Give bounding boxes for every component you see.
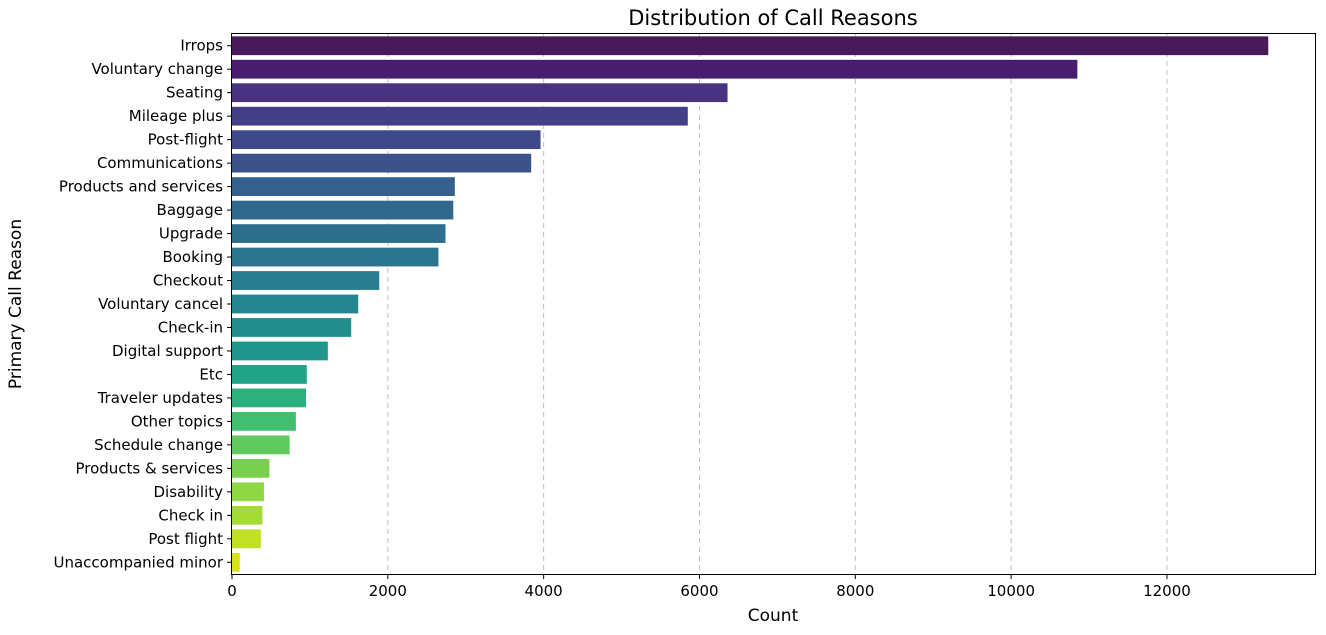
y-tick-label: Voluntary cancel	[98, 295, 223, 313]
y-tick-label: Etc	[199, 365, 223, 383]
bar	[232, 412, 296, 431]
y-tick-label: Digital support	[112, 342, 223, 360]
bar	[232, 83, 728, 103]
bar	[232, 365, 307, 384]
bar	[232, 247, 439, 267]
y-tick-label: Unaccompanied minor	[54, 553, 224, 571]
y-axis-title: Primary Call Reason	[6, 219, 26, 389]
bar	[232, 153, 532, 173]
y-tick-label: Schedule change	[94, 436, 223, 454]
y-axis: Irrops Voluntary change Seating Mileage plu…	[54, 37, 232, 571]
x-axis-title: Count	[748, 606, 799, 626]
x-tick-label: 12000	[1143, 582, 1191, 600]
y-tick-label: Irrops	[180, 37, 223, 55]
bar	[232, 224, 446, 243]
x-tick-label: 6000	[680, 582, 718, 600]
bar	[232, 200, 454, 220]
chart-title: Distribution of Call Reasons	[628, 6, 917, 30]
y-tick-label: Disability	[153, 483, 223, 501]
y-tick-label: Communications	[97, 154, 223, 172]
bar	[232, 130, 541, 150]
x-tick-label: 2000	[369, 582, 407, 600]
bar	[232, 482, 264, 502]
y-tick-label: Baggage	[157, 201, 223, 219]
y-tick-label: Voluntary change	[91, 60, 223, 78]
y-tick-label: Check in	[158, 506, 223, 524]
bar	[232, 177, 455, 196]
y-tick-label: Post flight	[148, 530, 223, 548]
bar-layer	[232, 36, 1269, 572]
y-tick-label: Seating	[166, 84, 223, 102]
bar	[232, 59, 1078, 79]
x-tick-label: 4000	[525, 582, 563, 600]
x-tick-label: 0	[227, 582, 237, 600]
y-tick-label: Check-in	[158, 318, 223, 336]
bar	[232, 435, 290, 455]
bar	[232, 294, 359, 314]
y-tick-label: Booking	[162, 248, 223, 266]
y-tick-label: Traveler updates	[97, 389, 224, 407]
bar	[232, 552, 240, 572]
bar	[232, 388, 307, 408]
x-axis: 0 2000 4000 6000 8000 10000 12000	[227, 574, 1191, 600]
bar	[232, 529, 261, 549]
x-tick-label: 8000	[836, 582, 874, 600]
y-tick-label: Upgrade	[159, 225, 223, 243]
bar	[232, 271, 380, 290]
bar	[232, 106, 688, 126]
y-tick-label: Mileage plus	[129, 107, 223, 125]
bar	[232, 458, 270, 478]
bar	[232, 341, 328, 361]
y-tick-label: Other topics	[131, 412, 223, 430]
y-tick-label: Products & services	[75, 459, 223, 477]
bar	[232, 318, 352, 337]
bar	[232, 36, 1269, 56]
y-tick-label: Checkout	[153, 272, 223, 290]
x-tick-label: 10000	[987, 582, 1035, 600]
y-tick-label: Products and services	[59, 178, 223, 196]
y-tick-label: Post-flight	[148, 131, 223, 149]
bar	[232, 505, 263, 525]
